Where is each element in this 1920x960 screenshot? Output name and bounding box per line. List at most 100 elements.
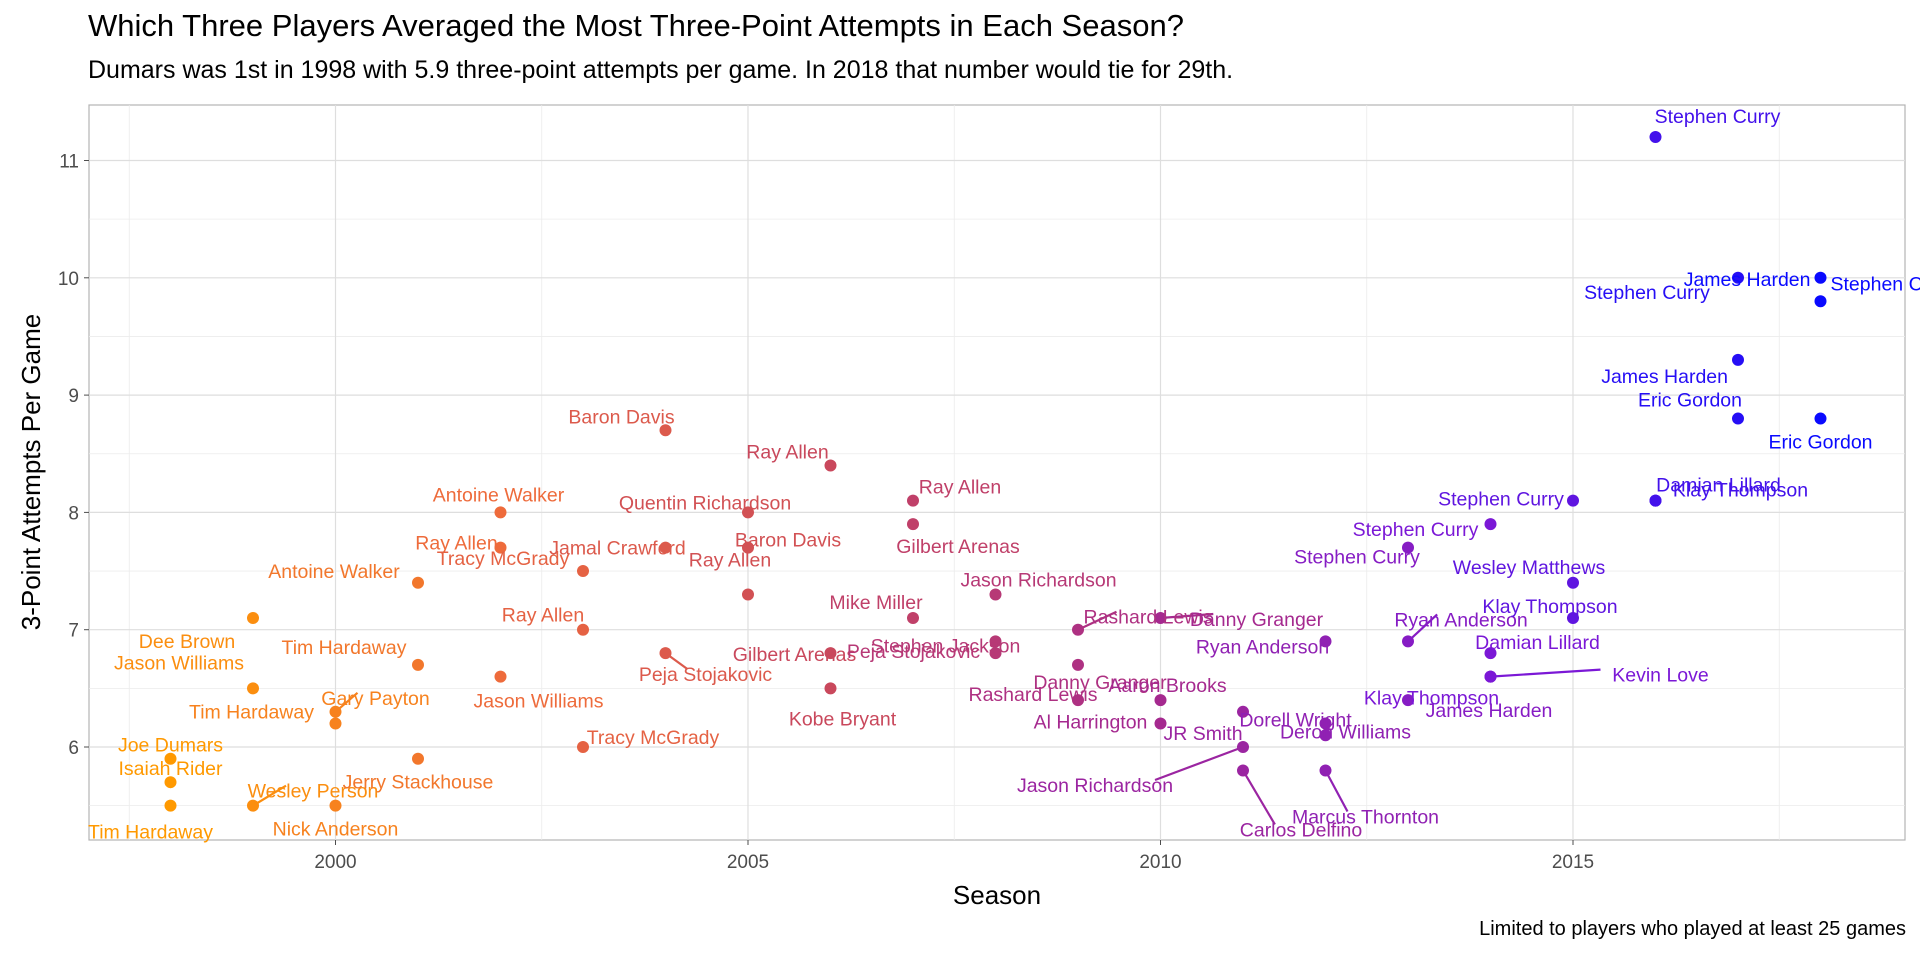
data-point [1319,635,1332,648]
point-label: Dorell Wright [1239,710,1352,732]
data-point [1814,412,1827,425]
data-point [1154,694,1167,707]
data-point [577,623,589,636]
data-point [1237,764,1249,777]
point-label: Damian Lillard [1656,475,1781,497]
data-point [907,518,919,531]
data-point [659,424,672,437]
point-label: Jason Richardson [960,570,1116,592]
grid-lines [89,105,1905,840]
point-label: Tracy McGrady [587,727,720,749]
point-label: Ray Allen [746,441,828,463]
point-label: Eric Gordon [1768,432,1872,454]
point-label: Al Harrington [1034,712,1148,734]
data-point [247,682,259,695]
data-point [1154,717,1167,730]
data-point [742,541,754,554]
point-label: Tracy McGrady [437,548,570,570]
data-point [1072,623,1084,636]
point-label: Tim Hardaway [88,822,213,844]
y-tick-label: 7 [68,621,79,642]
point-label: Wesley Person [248,781,379,803]
point-label: Dee Brown [139,631,235,653]
data-point [329,799,342,812]
point-label: Isaiah Rider [118,758,223,780]
point-label: Stephen Curry [1584,282,1710,304]
data-points [164,131,1827,812]
data-point [1319,764,1332,777]
data-point [1484,670,1497,683]
point-label: Marcus Thornton [1292,806,1439,828]
data-point [742,588,754,601]
point-label: Ryan Anderson [1394,609,1527,631]
point-label: Tim Hardaway [282,637,407,659]
y-tick-label: 6 [68,738,79,759]
data-point [1154,611,1167,624]
label-leader-line [1490,668,1601,678]
point-label: Gilbert Arenas [896,536,1020,558]
point-label: Carlos Delfino [1240,819,1363,841]
point-label: Peja Stojakovic [847,641,981,663]
data-point [1237,705,1249,718]
data-point [824,459,837,472]
data-point [1732,353,1744,366]
data-point [1072,658,1084,671]
y-tick-label: 11 [59,152,79,173]
point-label: Stephen Curry [1438,489,1564,511]
point-label: Gilbert Arenas [733,644,857,666]
data-point [494,670,507,683]
data-point [1072,694,1084,707]
data-point [412,752,424,765]
point-label: Eric Gordon [1638,390,1742,412]
data-point [164,799,177,812]
data-point [164,776,177,789]
point-label: Gary Payton [321,688,429,710]
label-leader-line [252,784,287,807]
data-point [907,494,919,507]
point-label: Ray Allen [502,605,584,627]
x-tick-label: 2005 [727,852,769,873]
point-label: Damian Lillard [1475,632,1600,654]
data-point [989,588,1002,601]
data-point [989,647,1002,660]
data-point [659,541,672,554]
point-label: Klay Thompson [1673,480,1808,502]
point-label: Danny Granger [1190,609,1324,631]
data-point [247,799,259,812]
data-point [1484,647,1497,660]
point-label: Deron Williams [1280,721,1411,743]
point-label: James Harden [1426,700,1553,722]
label-leader-line [1154,745,1244,782]
point-label: Jason Williams [473,691,603,713]
data-point [1732,412,1744,425]
x-tick-label: 2010 [1139,852,1181,873]
y-axis-title: 3-Point Attempts Per Game [16,314,46,630]
data-point [412,576,424,589]
data-point [1567,576,1579,589]
data-point [494,506,507,519]
point-label: Stephen Curry [1655,106,1781,128]
y-tick-label: 10 [58,269,79,290]
data-point [659,647,672,660]
data-point [1319,729,1332,742]
data-point [1402,694,1414,707]
data-point [1319,717,1332,730]
point-label: Joe Dumars [118,735,223,757]
label-leader-line [1324,769,1349,812]
data-point [494,541,507,554]
label-leader-line [1077,610,1117,631]
point-label: JR Smith [1163,723,1242,745]
chart-caption: Limited to players who played at least 2… [1479,918,1906,940]
point-label: Rashard Lewis [1084,607,1213,629]
label-leader-line [1407,613,1438,643]
chart-title: Which Three Players Averaged the Most Th… [88,8,1184,43]
point-label: Jerry Stackhouse [343,772,494,794]
point-label: James Harden [1601,366,1728,388]
data-point [247,611,259,624]
point-label: Stephen Curry [1353,519,1479,541]
point-label: Mike Miller [829,592,923,614]
data-point [329,705,342,718]
point-label: Nick Anderson [273,819,399,841]
